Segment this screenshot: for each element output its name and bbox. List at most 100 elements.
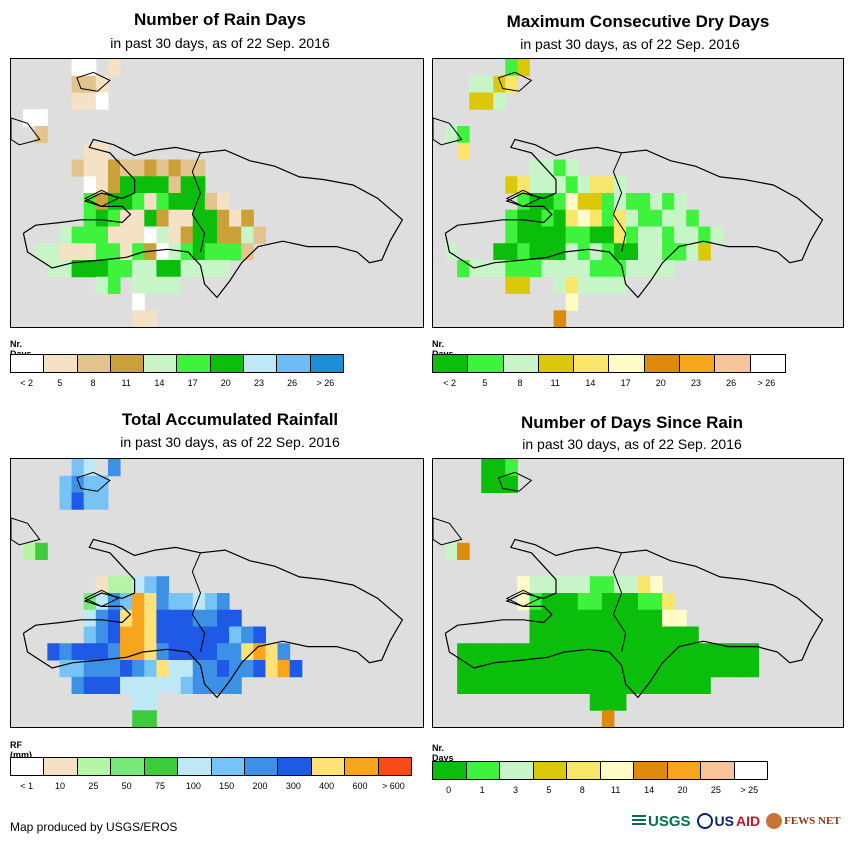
grid-cell (217, 660, 230, 678)
grid-cell (83, 492, 97, 510)
grid-cell (95, 176, 109, 194)
grid-cell (71, 660, 85, 678)
grid-cell (577, 660, 591, 678)
grid-cell (541, 626, 555, 644)
grid-cell (217, 609, 230, 627)
grid-cell (589, 643, 603, 661)
map-subtitle: in past 30 days, as of 22 Sep. 2016 (110, 35, 330, 51)
legend-label: 14 (585, 378, 596, 388)
legend-label: 400 (319, 781, 335, 791)
grid-cell (277, 660, 291, 678)
legend-label: 3 (512, 785, 519, 795)
grid-cell (144, 176, 157, 194)
grid-cell (59, 492, 73, 510)
grid-cell (722, 643, 735, 661)
grid-cell (553, 243, 567, 261)
grid-cell (541, 176, 555, 194)
grid-cell (541, 226, 555, 244)
grid-cell (625, 260, 639, 278)
grid-cell (95, 593, 109, 611)
grid-cell (565, 243, 579, 261)
grid-cell (589, 276, 603, 294)
islet-outline (497, 71, 533, 92)
grid-cell (180, 176, 194, 194)
grid-cell (107, 176, 121, 194)
islet-outline (505, 189, 541, 207)
grid-cell (517, 243, 530, 261)
grid-cell (71, 59, 85, 77)
legend-swatch (310, 355, 343, 372)
grid-cell (589, 676, 603, 694)
grid-cell (445, 243, 458, 261)
legend-swatch (567, 762, 601, 779)
grid-cell (180, 226, 194, 244)
legend-swatch (538, 355, 575, 372)
grid-cell (204, 676, 218, 694)
islet-outline (505, 589, 541, 607)
legend-label: > 26 (316, 378, 335, 388)
legend-swatch (11, 758, 45, 775)
grid-cell (107, 226, 121, 244)
grid-cell (132, 643, 145, 661)
grid-cell (229, 609, 242, 627)
grid-cell (589, 243, 603, 261)
grid-cell (83, 75, 97, 93)
grid-cell (132, 209, 145, 227)
grid-cell (577, 176, 591, 194)
grid-cell (565, 593, 579, 611)
grid-cell (505, 676, 518, 694)
grid-cell (457, 660, 470, 678)
usgs-logo: USGS (632, 813, 691, 830)
legend-swatch (734, 762, 767, 779)
grid-cell (601, 676, 615, 694)
total-rainfall-map (10, 458, 424, 728)
islet-outline (433, 117, 463, 146)
legend-swatch (701, 762, 735, 779)
grid-cell (83, 142, 97, 160)
grid-cell (59, 260, 73, 278)
grid-cell (650, 209, 663, 227)
grid-cell (95, 193, 109, 211)
grid-cell (601, 609, 615, 627)
grid-cell (565, 676, 579, 694)
legend-swatch (277, 355, 311, 372)
legend-swatch (667, 762, 701, 779)
grid-cell (241, 660, 254, 678)
grid-cell (132, 243, 145, 261)
grid-cell (650, 260, 663, 278)
grid-cell (469, 260, 482, 278)
map-canvas (11, 59, 404, 327)
map-title: Maximum Consecutive Dry Days (506, 12, 770, 31)
grid-cell (241, 626, 254, 644)
grid-cell (156, 209, 170, 227)
grid-cell (565, 209, 579, 227)
grid-cell (132, 660, 145, 678)
grid-cell (529, 226, 543, 244)
grid-cell (481, 260, 494, 278)
grid-cell (204, 643, 218, 661)
grid-cell (650, 243, 663, 261)
usaid-logo-text-us: US (714, 813, 734, 829)
grid-cell (229, 226, 242, 244)
legend-swatch (210, 355, 245, 372)
grid-cell (132, 576, 145, 594)
grid-cell (481, 75, 494, 93)
grid-cell (517, 660, 530, 678)
grid-cell (565, 276, 579, 294)
grid-cell (35, 126, 48, 144)
rain-days-map (10, 58, 424, 328)
grid-cell (662, 626, 675, 644)
grid-cell (553, 193, 567, 211)
grid-cell (601, 693, 615, 711)
grid-cell (95, 260, 109, 278)
grid-cell (638, 593, 651, 611)
grid-cell (83, 475, 97, 493)
grid-cell (47, 260, 60, 278)
grid-cell (107, 626, 121, 644)
grid-cell (107, 59, 121, 77)
rain-days-legend-labels: < 2 5 8 11 14 17 20 23 26 > 26 (10, 378, 342, 390)
grid-cell (625, 576, 639, 594)
map-subtitle: in past 30 days, as of 22 Sep. 2016 (120, 434, 340, 450)
grid-cell (229, 243, 242, 261)
legend-label: 11 (121, 378, 131, 388)
